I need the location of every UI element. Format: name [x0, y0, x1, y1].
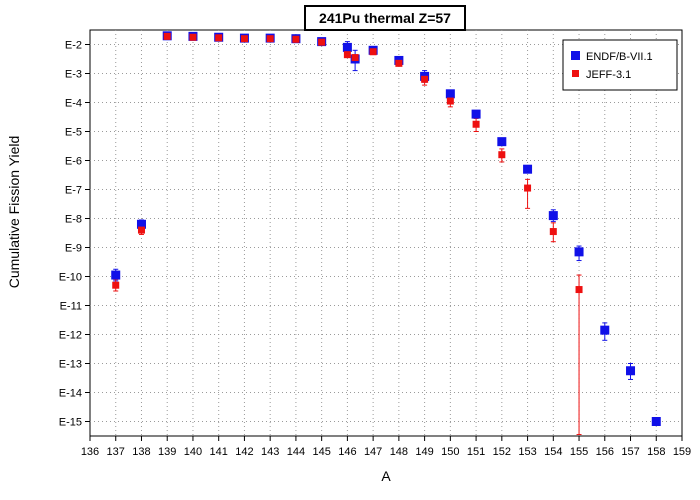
x-tick-label: 144 — [287, 446, 305, 458]
data-point-jeff — [575, 286, 583, 294]
data-point-jeff — [472, 120, 480, 128]
data-point-jeff — [446, 97, 454, 105]
y-tick-label: E-3 — [65, 69, 82, 81]
legend-marker-jeff — [572, 70, 579, 77]
data-point-jeff — [240, 35, 248, 43]
data-point-endf — [548, 211, 558, 221]
y-tick-label: E-2 — [65, 40, 82, 52]
data-point-jeff — [549, 228, 557, 236]
data-point-endf — [600, 325, 610, 335]
title-box — [304, 5, 466, 31]
y-tick-label: E-15 — [59, 417, 82, 429]
data-point-jeff — [266, 35, 274, 43]
x-tick-label: 148 — [390, 446, 408, 458]
y-tick-label: E-10 — [59, 272, 82, 284]
data-point-jeff — [137, 226, 145, 234]
x-tick-label: 153 — [518, 446, 536, 458]
chart-title: 241Pu thermal Z=57 — [319, 10, 451, 26]
x-tick-label: 143 — [261, 446, 279, 458]
data-point-jeff — [215, 34, 223, 42]
y-tick-label: E-11 — [60, 301, 82, 313]
x-tick-label: 151 — [467, 446, 485, 458]
x-tick-label: 156 — [596, 446, 614, 458]
data-point-jeff — [189, 33, 197, 41]
x-tick-label: 140 — [184, 446, 202, 458]
x-tick-label: 154 — [544, 446, 562, 458]
x-tick-label: 147 — [364, 446, 382, 458]
legend: ENDF/B-VII.1 JEFF-3.1 — [562, 39, 678, 91]
x-tick-label: 142 — [235, 446, 253, 458]
data-point-jeff — [163, 32, 171, 40]
data-point-endf — [497, 137, 507, 147]
x-tick-label: 150 — [441, 446, 459, 458]
y-tick-label: E-8 — [65, 214, 82, 226]
data-point-endf — [523, 164, 533, 174]
x-tick-label: 146 — [338, 446, 356, 458]
plot-area-border — [89, 29, 683, 437]
x-tick-label: 149 — [415, 446, 433, 458]
legend-label-jeff: JEFF-3.1 — [586, 69, 631, 81]
data-point-jeff — [318, 38, 326, 46]
legend-marker-endf — [571, 51, 580, 60]
x-tick-label: 138 — [132, 446, 150, 458]
x-tick-label: 141 — [210, 446, 228, 458]
data-point-jeff — [395, 59, 403, 67]
y-tick-label: E-14 — [59, 388, 82, 400]
axis-ticks: 136 137 138 139 140 141 142 143 144 145 146 147 148 1… — [59, 40, 691, 459]
data-point-jeff — [292, 35, 300, 43]
x-axis-title: A — [381, 468, 391, 484]
x-tick-label: 136 — [81, 446, 99, 458]
data-point-endf — [574, 247, 584, 257]
data-point-endf — [651, 417, 661, 426]
x-tick-label: 139 — [158, 446, 176, 458]
y-tick-label: E-13 — [59, 359, 82, 371]
data-point-jeff — [421, 75, 429, 83]
x-tick-label: 158 — [647, 446, 665, 458]
data-point-jeff — [343, 51, 351, 59]
x-tick-label: 159 — [673, 446, 691, 458]
y-tick-label: E-4 — [65, 98, 82, 110]
data-point-endf — [111, 270, 121, 280]
x-tick-label: 155 — [570, 446, 588, 458]
y-tick-label: E-6 — [65, 156, 82, 168]
data-point-endf — [445, 89, 455, 99]
data-point-jeff — [112, 281, 120, 289]
y-axis-title: Cumulative Fission Yield — [6, 136, 22, 289]
data-point-endf — [626, 366, 636, 376]
grid — [90, 30, 682, 436]
legend-box — [562, 39, 678, 91]
data-point-jeff — [498, 151, 506, 159]
data-point-endf — [136, 219, 146, 229]
data-point-jeff — [524, 184, 532, 192]
data-point-endf — [471, 109, 481, 119]
data-point-endf — [342, 42, 352, 52]
data-point-jeff — [369, 48, 377, 56]
y-tick-label: E-9 — [65, 243, 82, 255]
data-points — [111, 31, 661, 426]
y-tick-label: E-5 — [65, 127, 82, 139]
data-point-jeff — [351, 54, 359, 62]
y-tick-label: E-12 — [59, 330, 82, 342]
legend-label-endf: ENDF/B-VII.1 — [586, 51, 653, 63]
x-tick-label: 145 — [312, 446, 330, 458]
x-tick-label: 152 — [493, 446, 511, 458]
x-tick-label: 137 — [107, 446, 125, 458]
x-tick-label: 157 — [621, 446, 639, 458]
y-tick-label: E-7 — [65, 185, 82, 197]
